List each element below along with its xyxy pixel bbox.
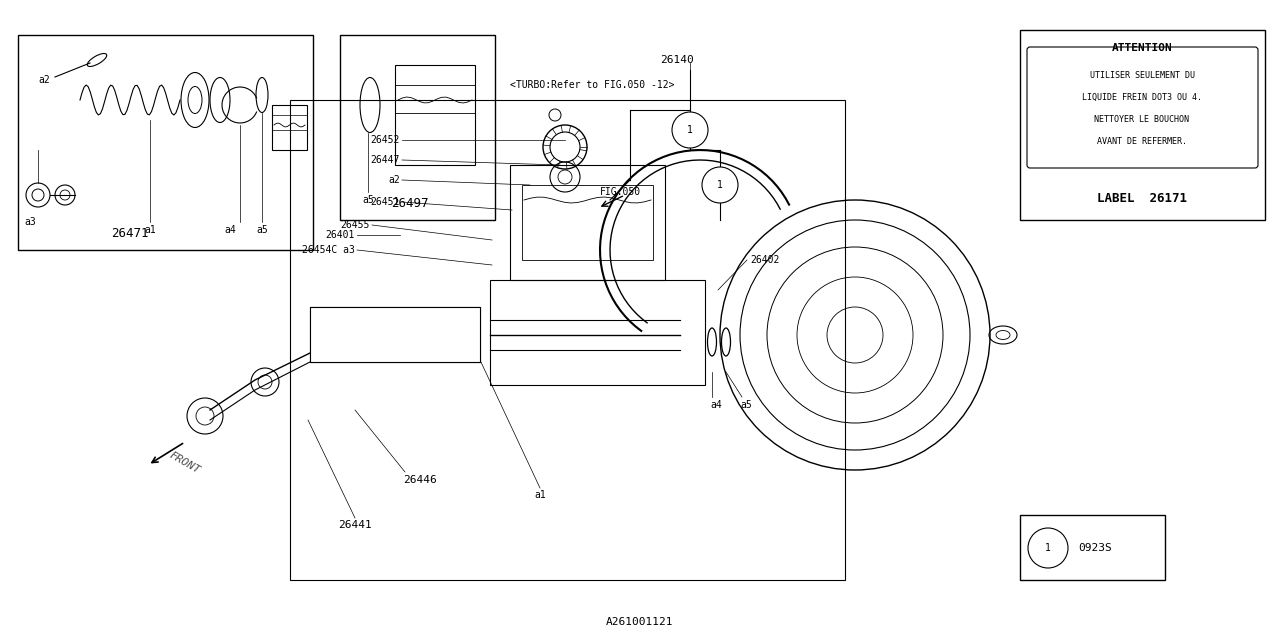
Bar (310, 307, 480, 362)
Text: 1: 1 (687, 125, 692, 135)
Bar (396, 65, 475, 165)
Text: a3: a3 (24, 217, 36, 227)
Text: a5: a5 (256, 225, 268, 235)
Text: 26455: 26455 (340, 220, 370, 230)
Text: a5: a5 (362, 195, 374, 205)
Text: <TURBO:Refer to FIG.050 -12>: <TURBO:Refer to FIG.050 -12> (509, 80, 675, 90)
Text: FIG.050: FIG.050 (600, 187, 641, 197)
Text: 26451: 26451 (371, 197, 399, 207)
Bar (273, 105, 307, 150)
Text: a2: a2 (38, 75, 50, 85)
Bar (273, 115, 307, 130)
Text: NETTOYER LE BOUCHON: NETTOYER LE BOUCHON (1094, 115, 1189, 124)
Text: 26452: 26452 (371, 135, 399, 145)
Bar (18, 35, 314, 250)
Text: 1: 1 (717, 180, 723, 190)
Text: 26497: 26497 (390, 197, 429, 210)
Text: FRONT: FRONT (168, 450, 202, 476)
Text: a5: a5 (740, 400, 751, 410)
Bar (509, 165, 666, 280)
Text: 26454C a3: 26454C a3 (302, 245, 355, 255)
Text: 0923S: 0923S (1078, 543, 1112, 553)
Text: a2: a2 (388, 175, 399, 185)
Text: 26140: 26140 (660, 55, 694, 65)
Bar (490, 280, 705, 385)
Text: LABEL  26171: LABEL 26171 (1097, 191, 1187, 205)
Text: a1: a1 (534, 490, 545, 500)
Text: ATTENTION: ATTENTION (1111, 43, 1172, 53)
Text: 26471: 26471 (111, 227, 148, 240)
Bar (340, 35, 495, 220)
Text: 26447: 26447 (371, 155, 399, 165)
Bar (1020, 515, 1165, 580)
Text: a4: a4 (224, 225, 236, 235)
Bar (1020, 30, 1265, 220)
Text: UTILISER SEULEMENT DU: UTILISER SEULEMENT DU (1089, 70, 1194, 79)
Text: a4: a4 (710, 400, 722, 410)
Bar (522, 185, 653, 260)
Text: AVANT DE REFERMER.: AVANT DE REFERMER. (1097, 136, 1187, 145)
Text: 26401: 26401 (325, 230, 355, 240)
Circle shape (672, 112, 708, 148)
Text: A261001121: A261001121 (607, 617, 673, 627)
Circle shape (1028, 528, 1068, 568)
Text: 26402: 26402 (750, 255, 780, 265)
Bar (291, 100, 845, 580)
Text: 26446: 26446 (403, 475, 436, 485)
Bar (310, 307, 480, 362)
Circle shape (701, 167, 739, 203)
Text: 26441: 26441 (338, 520, 372, 530)
Text: LIQUIDE FREIN DOT3 OU 4.: LIQUIDE FREIN DOT3 OU 4. (1082, 93, 1202, 102)
Text: a1: a1 (145, 225, 156, 235)
Bar (396, 85, 475, 113)
Text: 1: 1 (1044, 543, 1051, 553)
